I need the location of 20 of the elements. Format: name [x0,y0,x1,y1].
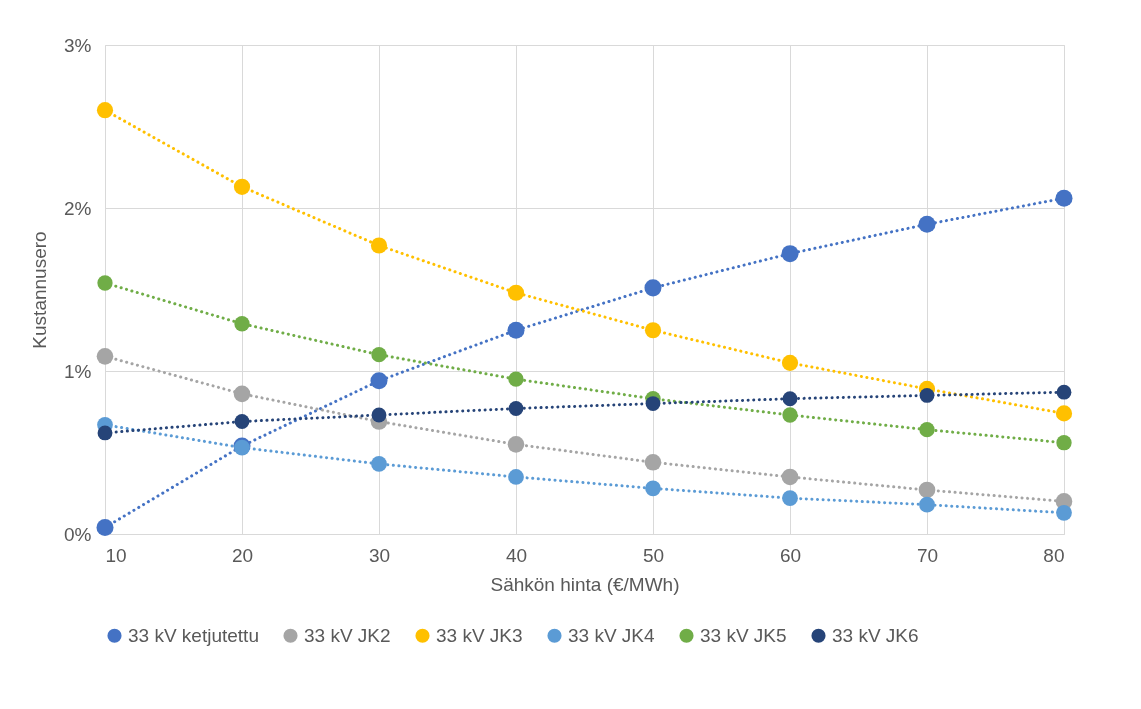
y-tick-label: 3% [64,34,92,56]
legend-label: 33 kV JK4 [568,624,656,646]
y-tick-label: 2% [64,197,92,219]
y-tick-label: 0% [64,523,92,545]
x-tick-label: 40 [505,544,528,566]
legend-label: 33 kV JK6 [832,624,919,646]
x-tick-label: 20 [231,544,254,566]
x-tick-label: 10 [105,544,127,566]
legend-label: 33 kV ketjutettu [128,624,259,646]
x-axis-title: Sähkön hinta (€/MWh) [490,573,680,595]
legend-label: 33 kV JK5 [700,624,787,646]
legend-label: 33 kV JK3 [436,624,523,646]
x-tick-label: 50 [642,544,665,566]
y-tick-label: 1% [64,360,92,382]
x-tick-label: 70 [916,544,939,566]
x-tick-label: 30 [368,544,391,566]
x-tick-label: 80 [1043,544,1065,566]
x-tick-label: 60 [779,544,802,566]
legend-label: 33 kV JK2 [304,624,391,646]
y-axis-title: Kustannusero [29,231,51,349]
